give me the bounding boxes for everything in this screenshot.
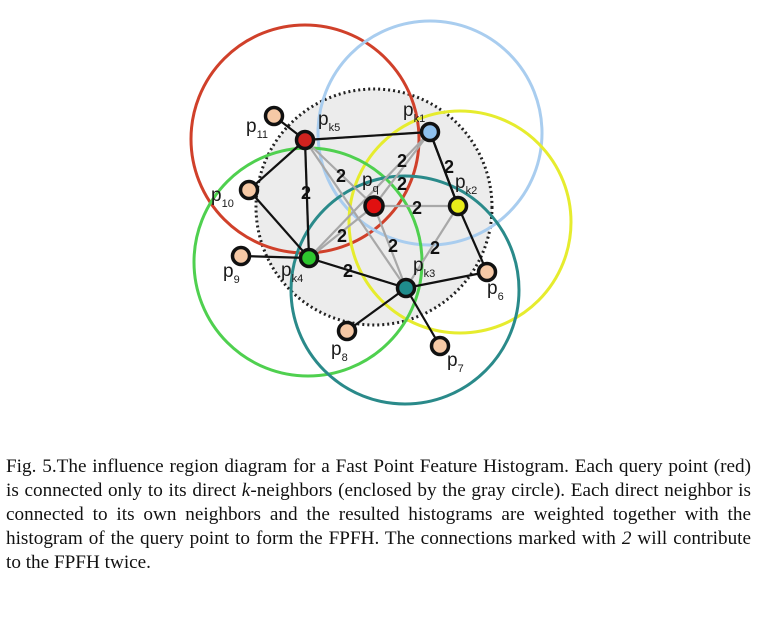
label-p-k5: pk5 xyxy=(318,109,340,134)
double-mark: 2 xyxy=(430,238,440,258)
double-mark: 2 xyxy=(388,236,398,256)
double-contribution-marks: 2 2 2 2 2 2 2 2 2 2 xyxy=(301,151,454,281)
neighborhood-circle-k1 xyxy=(316,19,544,247)
label-p-k2: pk2 xyxy=(455,172,477,197)
label-p-k3: pk3 xyxy=(413,255,435,280)
label-p-7: p7 xyxy=(447,350,464,375)
point-p-6 xyxy=(476,261,498,283)
point-p-k1 xyxy=(419,121,441,143)
label-p-k4: pk4 xyxy=(281,260,303,285)
figure-caption: Fig. 5.The influence region diagram for … xyxy=(6,455,751,575)
double-mark: 2 xyxy=(336,166,346,186)
double-mark: 2 xyxy=(397,174,407,194)
double-mark: 2 xyxy=(337,226,347,246)
point-p-7 xyxy=(429,335,451,357)
label-p-10: p10 xyxy=(211,185,234,210)
neighborhood-circle-k2 xyxy=(347,109,573,335)
caption-text-1: The influence region diagram for a Fast … xyxy=(6,456,751,501)
point-p-k5 xyxy=(294,129,316,151)
double-mark: 2 xyxy=(397,151,407,171)
label-p-11: p11 xyxy=(246,116,268,141)
point-p-k4 xyxy=(298,247,320,269)
point-labels: p11 pk5 pk1 pq pk2 p10 p9 pk4 pk3 p6 p8 … xyxy=(211,100,504,375)
point-p-q xyxy=(363,195,385,217)
double-mark: 2 xyxy=(301,183,311,203)
point-p-k2 xyxy=(447,195,469,217)
point-p-11 xyxy=(263,105,285,127)
point-p-9 xyxy=(230,245,252,267)
label-p-9: p9 xyxy=(223,261,240,286)
caption-k: k xyxy=(241,480,251,501)
caption-text-2: -neighbors (enclosed by the gray circle)… xyxy=(6,480,751,549)
points xyxy=(230,105,498,357)
point-p-8 xyxy=(336,320,358,342)
double-mark: 2 xyxy=(343,261,353,281)
point-p-10 xyxy=(238,179,260,201)
caption-label: Fig. 5. xyxy=(6,456,57,477)
double-mark: 2 xyxy=(444,157,454,177)
fpfh-influence-diagram: 2 2 2 2 2 2 2 2 2 2 p11 pk5 pk1 pq pk2 p… xyxy=(189,19,573,406)
neighborhood-circle-k3 xyxy=(289,174,521,406)
label-p-q: pq xyxy=(362,170,379,195)
point-p-k3 xyxy=(395,277,417,299)
caption-text-3: will contribute to the FPFH twice. xyxy=(6,528,752,573)
label-p-k1: pk1 xyxy=(403,100,425,125)
label-p-6: p6 xyxy=(487,278,504,303)
caption-two: 2 xyxy=(621,528,632,549)
double-mark: 2 xyxy=(412,198,422,218)
label-p-8: p8 xyxy=(331,339,348,364)
